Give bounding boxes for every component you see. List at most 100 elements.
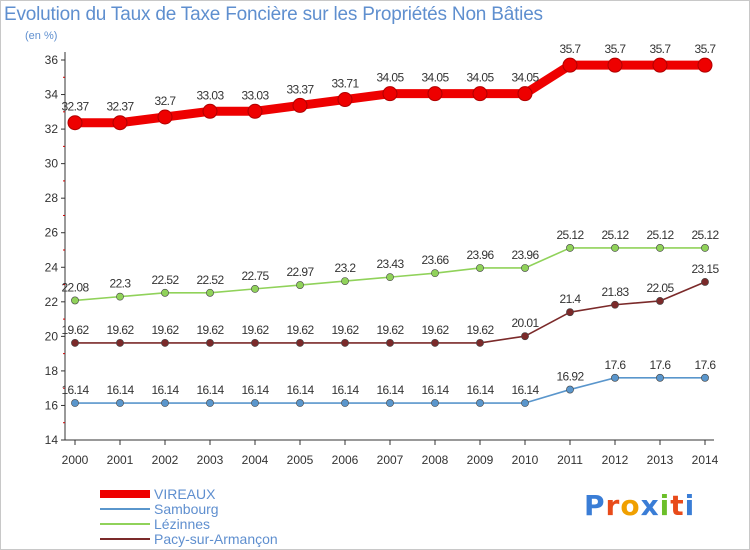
data-label: 25.12	[601, 228, 629, 242]
data-label: 19.62	[421, 323, 449, 337]
data-point	[251, 399, 259, 407]
data-label: 25.12	[556, 228, 584, 242]
data-label: 33.37	[286, 82, 314, 96]
data-label: 19.62	[151, 323, 179, 337]
x-tick-label: 2003	[197, 453, 224, 467]
legend-label: VIREAUX	[154, 485, 216, 502]
data-point	[611, 300, 619, 309]
data-label: 19.62	[241, 323, 269, 337]
data-point	[611, 244, 619, 252]
data-label: 19.62	[286, 323, 314, 337]
data-label: 33.03	[241, 88, 269, 102]
data-point	[656, 297, 664, 305]
data-label: 35.7	[695, 42, 717, 56]
data-point	[247, 103, 263, 119]
data-label: 34.05	[376, 71, 404, 85]
data-label: 33.03	[196, 88, 224, 102]
y-tick-label: 16	[45, 398, 59, 412]
legend-item: Sambourg	[100, 501, 278, 516]
y-tick-label: 36	[45, 53, 59, 67]
data-point	[566, 385, 574, 394]
data-label: 16.14	[151, 383, 179, 397]
y-tick-label: 34	[45, 88, 59, 102]
x-tick-label: 2011	[557, 453, 583, 467]
data-label: 16.14	[466, 383, 494, 397]
x-tick-label: 2010	[512, 453, 539, 467]
data-point	[386, 399, 394, 407]
data-label: 33.71	[331, 77, 359, 91]
data-label: 35.7	[650, 42, 672, 56]
data-point	[112, 115, 128, 131]
data-label: 16.14	[331, 383, 359, 397]
data-point	[161, 288, 169, 297]
y-tick-label: 28	[45, 191, 59, 205]
data-point	[517, 86, 533, 102]
data-point	[611, 373, 619, 382]
x-tick-label: 2008	[422, 453, 449, 467]
data-point	[157, 109, 173, 125]
legend-item: VIREAUX	[100, 486, 278, 501]
data-point	[386, 273, 394, 282]
data-label: 19.62	[376, 323, 404, 337]
legend-swatch	[100, 537, 150, 540]
data-point	[607, 57, 623, 73]
y-unit-label: (en %)	[25, 30, 58, 42]
data-point	[701, 373, 709, 382]
data-point	[656, 373, 664, 382]
y-tick-label: 20	[45, 329, 59, 343]
data-label: 16.92	[556, 370, 584, 384]
data-point	[251, 284, 259, 293]
x-tick-label: 2009	[467, 453, 494, 467]
data-label: 34.05	[421, 71, 449, 85]
legend-item: Pacy-sur-Armançon	[100, 531, 278, 546]
data-point	[697, 57, 713, 73]
data-point	[701, 278, 709, 286]
data-point	[341, 339, 349, 347]
data-point	[296, 339, 304, 347]
proxiti-logo: Proxiti	[584, 489, 695, 522]
data-label: 16.14	[196, 383, 224, 397]
data-label: 22.05	[646, 281, 674, 295]
legend-swatch	[100, 522, 150, 525]
x-tick-label: 2002	[152, 453, 179, 467]
x-tick-label: 2006	[332, 453, 359, 467]
data-point	[386, 339, 394, 347]
data-label: 23.2	[335, 261, 357, 275]
data-point	[251, 339, 259, 347]
data-label: 19.62	[466, 323, 494, 337]
data-label: 16.14	[106, 383, 134, 397]
data-label: 19.62	[196, 323, 224, 337]
y-tick-label: 24	[45, 260, 59, 274]
data-label: 20.01	[511, 316, 539, 330]
x-tick-label: 2005	[287, 453, 314, 467]
data-point	[341, 277, 349, 285]
data-point	[521, 264, 529, 272]
logo-letter: r	[605, 489, 621, 522]
data-label: 21.83	[601, 285, 629, 299]
data-label: 19.62	[61, 323, 89, 337]
data-label: 17.6	[695, 358, 717, 372]
data-label: 23.96	[511, 248, 539, 262]
data-label: 35.7	[560, 42, 582, 56]
data-point	[71, 296, 79, 305]
data-point	[116, 292, 124, 301]
data-label: 16.14	[241, 383, 269, 397]
data-label: 32.37	[106, 100, 134, 114]
y-tick-label: 14	[45, 433, 59, 447]
data-label: 16.14	[286, 383, 314, 397]
x-tick-label: 2007	[377, 453, 404, 467]
data-label: 19.62	[106, 323, 134, 337]
data-point	[427, 86, 443, 102]
data-label: 25.12	[691, 228, 719, 242]
data-point	[566, 308, 574, 317]
data-label: 34.05	[511, 71, 539, 85]
logo-letter: P	[584, 489, 606, 522]
legend-label: Lézinnes	[154, 515, 211, 532]
data-point	[161, 339, 169, 347]
data-label: 22.52	[196, 273, 224, 287]
data-point	[206, 399, 214, 407]
data-label: 22.97	[286, 265, 314, 279]
x-tick-label: 2000	[62, 453, 89, 467]
data-label: 25.12	[646, 228, 674, 242]
y-tick-label: 30	[45, 157, 59, 171]
